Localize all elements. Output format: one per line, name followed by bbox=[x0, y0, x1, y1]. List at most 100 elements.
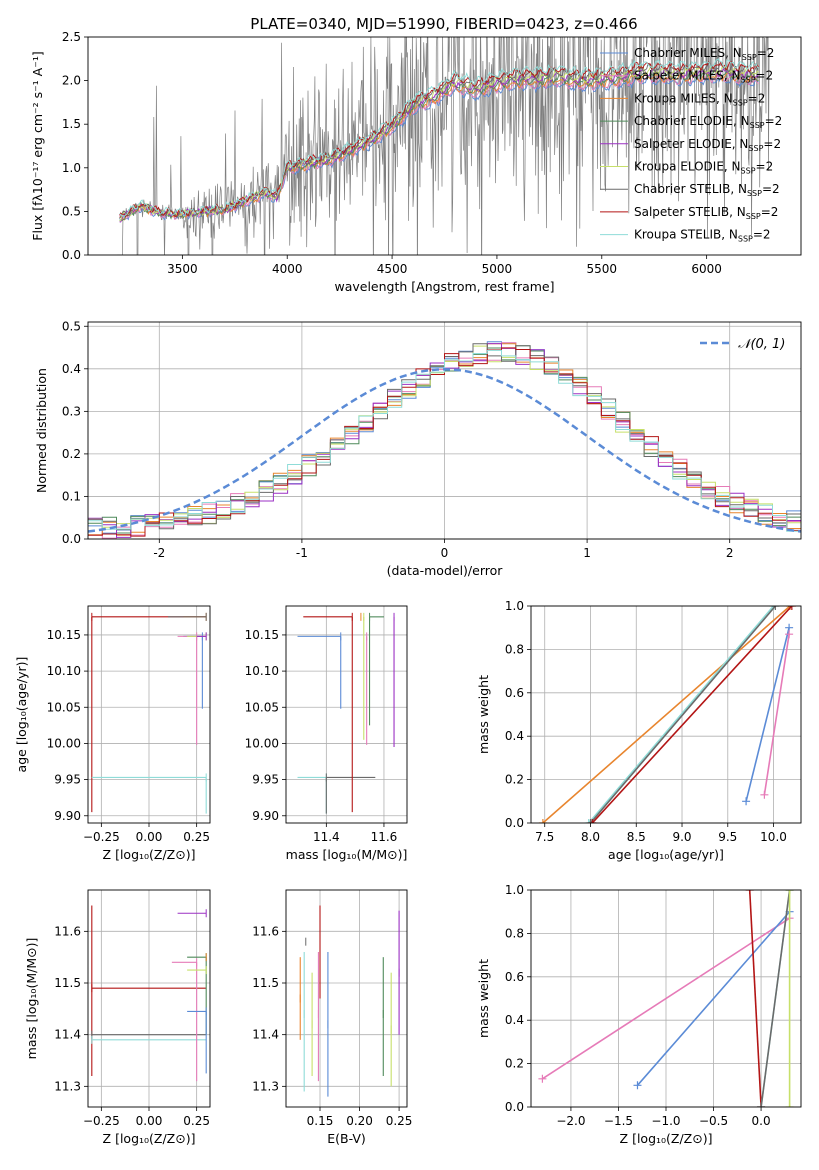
legend-label: Salpeter STELIB, NSSP=2 bbox=[634, 205, 778, 221]
x-tick-label: 0.25 bbox=[386, 1114, 413, 1128]
weight-line-salpeter-stelib bbox=[745, 890, 766, 1107]
axes-frame bbox=[87, 36, 802, 256]
point-salpeter-stelib bbox=[91, 905, 207, 1076]
x-tick-label: 11.4 bbox=[313, 830, 340, 844]
plus-marker bbox=[771, 606, 780, 610]
x-tick-label: 0 bbox=[441, 546, 449, 560]
legend-label: Chabrier MILES, NSSP=2 bbox=[634, 46, 774, 62]
y-axis-label: mass weight bbox=[476, 959, 491, 1038]
y-tick-label: 9.95 bbox=[252, 773, 279, 787]
y-tick-label: 0.5 bbox=[62, 204, 81, 218]
y-tick-label: 10.00 bbox=[245, 736, 279, 750]
x-tick-label: 8.5 bbox=[627, 830, 646, 844]
plot-area bbox=[538, 606, 796, 823]
plus-marker bbox=[633, 1081, 642, 1090]
x-tick-label: −1.0 bbox=[651, 1114, 680, 1128]
x-tick-label: 5000 bbox=[482, 262, 513, 276]
weight-line-chabrier-miles bbox=[742, 623, 794, 806]
x-tick-label: 5500 bbox=[587, 262, 618, 276]
age-vs-mass-panel: 11.4 11.6 9.90 9.95 10.00 10.05 10.10 10.15 mass… bbox=[245, 605, 408, 862]
plot-area bbox=[299, 905, 400, 1097]
legend: Chabrier MILES, NSSP=2 Salpeter MILES, NS… bbox=[600, 46, 782, 244]
point-kroupa-stelib bbox=[91, 773, 207, 814]
y-tick-label: 0.8 bbox=[505, 926, 524, 940]
axes: 7.5 8.0 8.5 9.0 9.5 10.0 0.0 0.2 0.4 0.6 0.8 1.0 age… bbox=[476, 599, 787, 862]
weight-line bbox=[760, 890, 791, 1107]
x-axis-label: Z [log₁₀(Z/Z⊙)] bbox=[103, 1131, 196, 1146]
axes: 3500 4000 4500 5000 5500 6000 0.0 0.5 1.0 1.5 2.0 2… bbox=[30, 30, 722, 294]
y-tick-label: 9.90 bbox=[252, 809, 279, 823]
y-tick-label: 11.4 bbox=[252, 1028, 279, 1042]
y-tick-label: 2.0 bbox=[62, 74, 81, 88]
y-tick-label: 1.0 bbox=[505, 599, 524, 613]
x-tick-label: 0.25 bbox=[183, 830, 210, 844]
y-tick-label: 0.1 bbox=[62, 489, 81, 503]
weight-line bbox=[591, 606, 793, 823]
x-tick-label: 2 bbox=[726, 546, 734, 560]
model-line-kroupa-stelib bbox=[119, 58, 759, 217]
axes: −2.0 −1.5 −1.0 −0.5 0.0 0.0 0.2 0.4 0.6 0.8 1.0 Z [… bbox=[476, 883, 771, 1146]
plot-area bbox=[297, 612, 395, 814]
y-tick-label: 11.5 bbox=[252, 976, 279, 990]
point-salpeter-elodie bbox=[177, 909, 207, 918]
y-axis-label: mass [log₁₀(M/M⊙)] bbox=[24, 938, 39, 1060]
x-tick-label: 0.0 bbox=[752, 1114, 771, 1128]
x-tick-label: 0.20 bbox=[346, 1114, 373, 1128]
y-tick-label: 0.4 bbox=[505, 729, 524, 743]
plus-marker bbox=[586, 819, 595, 823]
x-tick-label: 11.6 bbox=[371, 830, 398, 844]
y-tick-label: 0.8 bbox=[505, 642, 524, 656]
y-tick-label: 9.95 bbox=[54, 773, 81, 787]
plus-marker bbox=[760, 790, 769, 799]
weight-line-chabrier-stelib bbox=[586, 606, 780, 823]
legend-label: Kroupa MILES, NSSP=2 bbox=[634, 91, 765, 107]
y-tick-label: 10.00 bbox=[47, 736, 81, 750]
grid-lines bbox=[88, 890, 210, 1107]
figure-title: PLATE=0340, MJD=51990, FIBERID=0423, z=0… bbox=[250, 15, 637, 33]
x-tick-label: 4000 bbox=[272, 262, 303, 276]
y-tick-label: 0.0 bbox=[505, 1100, 524, 1114]
x-tick-label: −0.25 bbox=[83, 830, 120, 844]
y-tick-label: 10.10 bbox=[47, 664, 81, 678]
axes-frame bbox=[87, 605, 211, 824]
y-tick-label: 1.0 bbox=[505, 883, 524, 897]
y-tick-label: 10.15 bbox=[47, 628, 81, 642]
x-tick-label: 3500 bbox=[167, 262, 198, 276]
y-axis-label: age [log₁₀(age/yr)] bbox=[14, 657, 29, 773]
weight-line bbox=[745, 627, 790, 802]
y-tick-label: 1.5 bbox=[62, 117, 81, 131]
point-chabrier-miles bbox=[187, 1007, 207, 1074]
y-tick-label: 0.0 bbox=[62, 532, 81, 546]
legend-label: Chabrier ELODIE, NSSP=2 bbox=[634, 114, 782, 130]
y-tick-label: 2.5 bbox=[62, 30, 81, 44]
weight-line bbox=[763, 634, 790, 795]
y-tick-label: 0.2 bbox=[62, 447, 81, 461]
legend-label: Kroupa STELIB, NSSP=2 bbox=[634, 228, 771, 244]
plot-area bbox=[91, 612, 207, 814]
axes: 11.4 11.6 9.90 9.95 10.00 10.05 10.10 10.15 mass… bbox=[245, 628, 408, 862]
mass-vs-ebv-panel: 0.15 0.20 0.25 11.3 11.4 11.5 11.6 E(B-V) bbox=[252, 889, 413, 1146]
point-chabrier-stelib bbox=[168, 612, 207, 621]
plus-marker bbox=[785, 1103, 794, 1107]
y-tick-label: 0.5 bbox=[62, 319, 81, 333]
y-axis-label: Flux [fλ10⁻¹⁷ erg cm⁻² s⁻¹ A⁻¹] bbox=[30, 51, 45, 240]
plus-marker bbox=[584, 819, 593, 823]
plus-marker bbox=[742, 797, 751, 806]
x-axis-label: mass [log₁₀(M/M⊙)] bbox=[286, 847, 408, 862]
x-tick-label: 0.15 bbox=[307, 1114, 334, 1128]
x-axis-label: Z [log₁₀(Z/Z⊙)] bbox=[103, 847, 196, 862]
y-tick-label: 11.3 bbox=[252, 1079, 279, 1093]
gaussian-curve bbox=[88, 368, 801, 533]
y-tick-label: 1.0 bbox=[62, 161, 81, 175]
x-tick-label: 6000 bbox=[691, 262, 722, 276]
point-salpeter-miles bbox=[171, 958, 198, 1082]
plot-area bbox=[117, 37, 770, 255]
age-vs-z-panel: −0.25 0.00 0.25 9.90 9.95 10.00 10.05 10.10 10.1… bbox=[14, 605, 211, 862]
axes-frame bbox=[87, 889, 211, 1108]
axes-frame bbox=[530, 889, 802, 1108]
weight-vs-age-panel: 7.5 8.0 8.5 9.0 9.5 10.0 0.0 0.2 0.4 0.6 0.8 1.0 age… bbox=[476, 599, 802, 862]
x-tick-label: −0.5 bbox=[699, 1114, 728, 1128]
y-tick-label: 11.6 bbox=[252, 924, 279, 938]
weight-line bbox=[588, 606, 775, 823]
x-tick-label: 10.0 bbox=[760, 830, 787, 844]
